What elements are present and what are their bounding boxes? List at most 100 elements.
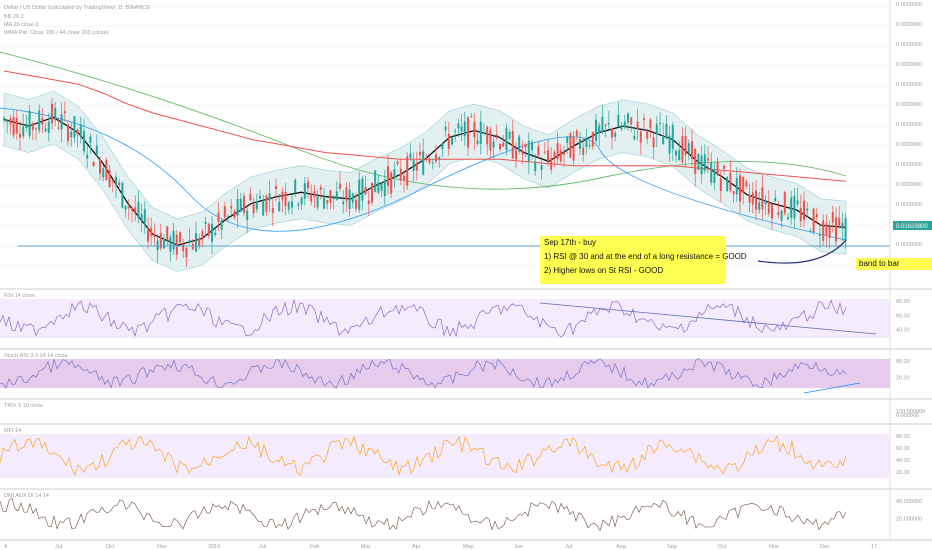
candle-body	[137, 202, 140, 218]
candle-body	[403, 175, 405, 181]
candle-body	[694, 148, 697, 174]
candle-body	[281, 191, 284, 200]
candle-body	[415, 162, 418, 171]
annotation-note[interactable]: Sep 17th - buy 1) RSI @ 30 and at the en…	[540, 236, 747, 284]
candle-body	[719, 178, 722, 192]
rsi-trendline	[539, 302, 877, 335]
candle-body	[300, 197, 303, 205]
candle-body	[678, 150, 681, 161]
pane-scale-label: 80.00	[896, 434, 910, 440]
candle-body	[95, 145, 98, 155]
price-scale-label: 0.0000000	[896, 102, 922, 108]
candle-body	[9, 118, 12, 124]
candle-body	[844, 218, 847, 241]
candle-body	[207, 223, 210, 236]
candle-body	[537, 146, 540, 156]
time-axis-label: May	[463, 544, 474, 550]
candle-body	[211, 223, 213, 242]
candle-body	[771, 203, 773, 219]
candle-body	[495, 134, 498, 137]
candle-body	[550, 157, 553, 170]
candle-body	[841, 222, 844, 229]
candle-body	[201, 231, 204, 239]
candle-body	[604, 124, 607, 126]
candle-body	[358, 179, 361, 210]
candle-body	[390, 172, 393, 194]
candle-body	[655, 123, 658, 135]
pane-scale-label: 40.00	[896, 458, 910, 464]
time-axis-label: Jul	[55, 544, 62, 550]
candle-body	[246, 210, 249, 220]
candle-body	[326, 199, 329, 204]
candle-body	[3, 117, 5, 120]
candle-body	[454, 130, 457, 132]
pane-scale-label: 0.000000	[896, 413, 919, 419]
candle-body	[713, 169, 716, 183]
candle-body	[150, 227, 153, 236]
candle-body	[835, 217, 837, 242]
price-scale-label: 0.0000000	[896, 42, 922, 48]
candle-body	[707, 158, 709, 161]
candle-body	[364, 186, 367, 195]
candle-body	[831, 211, 834, 223]
pane-scale-label: 100.000000	[896, 409, 925, 415]
candle-body	[188, 240, 191, 244]
candle-body	[787, 217, 789, 220]
candle-body	[668, 135, 671, 154]
candle-body	[793, 195, 796, 219]
candle-body	[374, 170, 377, 193]
time-axis[interactable]: 4 Jul Oct Nov 2019 Jul Feb Mar Apr May Jun Jul Aug Se…	[0, 539, 932, 550]
candle-body	[575, 130, 578, 137]
candle-body	[563, 152, 565, 155]
time-axis-label: Dec	[820, 544, 830, 550]
candle-body	[419, 151, 421, 155]
candle-body	[684, 136, 687, 155]
pane-band-mfi	[0, 434, 890, 478]
candle-body	[243, 196, 245, 213]
candle-body	[377, 182, 380, 193]
candle-body	[73, 116, 76, 138]
price-scale-label: 0.0000000	[896, 82, 922, 88]
candle-body	[639, 131, 642, 143]
candle-body	[115, 176, 117, 186]
candle-body	[367, 200, 370, 205]
candle-body	[710, 162, 713, 183]
candle-body	[732, 191, 735, 195]
candle-body	[569, 133, 572, 158]
time-axis-label: Nov	[157, 544, 167, 550]
candle-body	[499, 143, 501, 150]
candle-body	[774, 197, 777, 202]
candle-body	[764, 199, 767, 205]
time-axis-label: 17	[871, 544, 877, 550]
candle-body	[723, 165, 725, 169]
candle-body	[371, 182, 373, 203]
candle-body	[409, 153, 412, 159]
candle-body	[393, 169, 396, 178]
pane-label-mfi: MFI 14	[4, 428, 21, 434]
candle-body	[460, 126, 463, 132]
time-axis-label: Apr	[412, 544, 421, 550]
candle-body	[86, 154, 89, 159]
candle-body	[131, 207, 133, 211]
candle-body	[585, 137, 588, 148]
candle-body	[223, 206, 226, 218]
candle-body	[303, 183, 306, 199]
candle-body	[623, 121, 626, 128]
candle-body	[799, 207, 802, 222]
candle-body	[438, 157, 441, 160]
candle-body	[380, 183, 383, 191]
candle-body	[230, 205, 233, 209]
candle-body	[620, 125, 623, 130]
candle-body	[156, 240, 159, 251]
candle-body	[479, 121, 482, 144]
candle-body	[249, 194, 252, 201]
candle-body	[339, 183, 341, 189]
candle-body	[163, 238, 165, 249]
bottom-curve[interactable]	[757, 239, 847, 264]
note-title: Sep 17th - buy	[544, 238, 597, 247]
band-label[interactable]: band to bar	[856, 258, 932, 270]
candle-body	[204, 221, 207, 224]
candle-body	[319, 187, 322, 190]
pane-line-mfi	[0, 435, 847, 476]
